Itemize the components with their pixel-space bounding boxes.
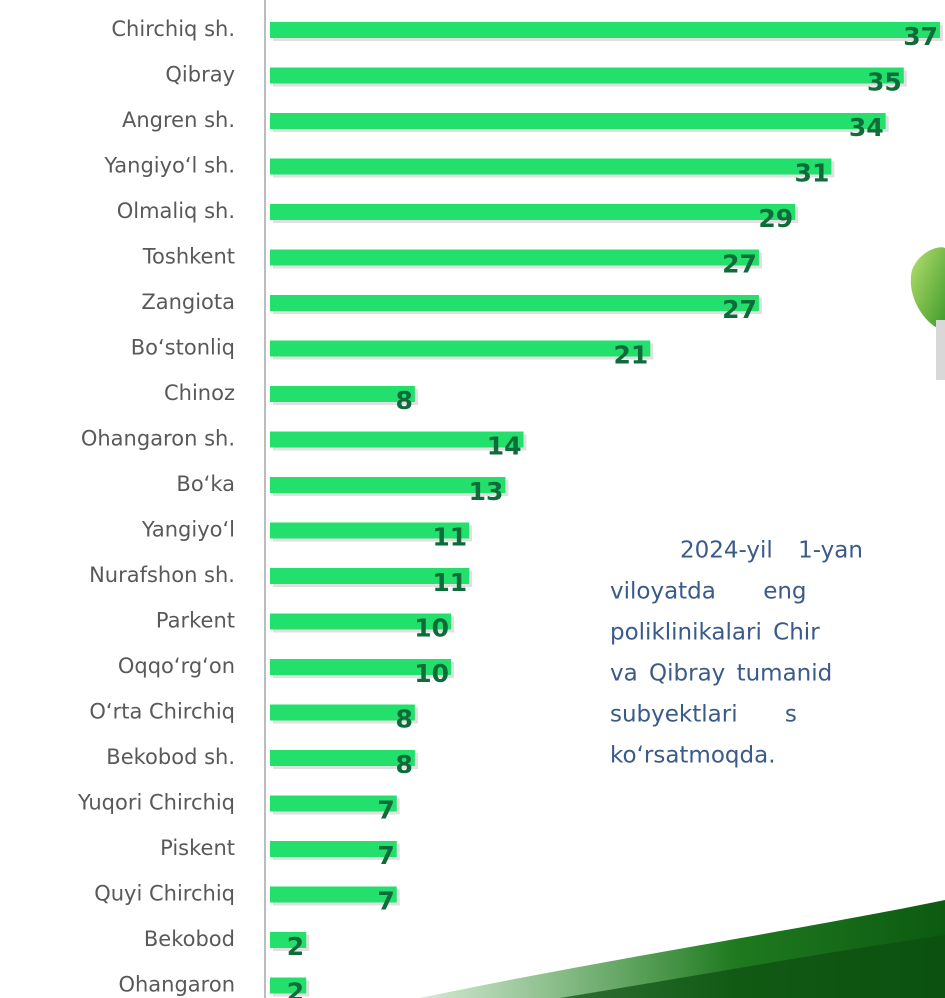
- category-label: Nurafshon sh.: [89, 563, 235, 587]
- category-label: Parkent: [156, 609, 235, 633]
- bar: [270, 613, 452, 630]
- annotation-line: va Qibray tumanid: [610, 661, 832, 687]
- category-label: Piskent: [160, 836, 235, 860]
- value-label: 2: [287, 978, 304, 998]
- value-label: 8: [395, 705, 412, 734]
- category-label: Angren sh.: [122, 108, 235, 132]
- annotation-line: poliklinikalari Chir: [610, 620, 820, 646]
- bar: [270, 340, 651, 357]
- bar: [270, 295, 759, 311]
- category-label: Zangiota: [141, 290, 235, 314]
- value-label: 13: [469, 477, 504, 506]
- category-label: Bo‘ka: [176, 472, 235, 496]
- decor-panel: [936, 320, 945, 380]
- category-label: Quyi Chirchiq: [94, 882, 235, 906]
- category-label: Chirchiq sh.: [111, 17, 235, 41]
- category-label: Ohangaron sh.: [81, 427, 235, 451]
- value-label: 10: [414, 659, 449, 688]
- annotation-line: subyektlari s: [610, 702, 797, 728]
- category-label: Oqqo‘rg‘on: [118, 654, 235, 678]
- bar: [270, 431, 524, 448]
- category-label: Chinoz: [164, 381, 235, 405]
- annotation-line: viloyatda eng: [610, 579, 807, 605]
- category-label: Olmaliq sh.: [117, 199, 235, 223]
- value-label: 35: [867, 68, 902, 97]
- annotation-line: ko‘rsatmoqda.: [610, 743, 776, 769]
- value-label: 29: [758, 204, 793, 233]
- bar: [270, 932, 307, 948]
- category-label: O‘rta Chirchiq: [89, 700, 235, 724]
- category-label: Bekobod sh.: [106, 745, 235, 769]
- value-label: 2: [287, 932, 304, 961]
- bar: [270, 841, 397, 857]
- bar: [270, 204, 796, 220]
- value-label: 21: [613, 341, 648, 370]
- bar: [270, 659, 452, 675]
- value-label: 11: [432, 523, 467, 552]
- value-label: 7: [377, 841, 394, 870]
- annotation-line: 2024-yil 1-yan: [680, 538, 863, 564]
- annotation: 2024-yil 1-yan viloyatda eng poliklinikala…: [610, 538, 863, 769]
- decor-swoosh-dark: [560, 935, 945, 998]
- value-label: 11: [432, 568, 467, 597]
- value-label: 7: [377, 887, 394, 916]
- bar: [270, 886, 397, 903]
- value-label: 10: [414, 614, 449, 643]
- category-label: Qibray: [165, 63, 235, 87]
- bar: [270, 386, 415, 402]
- value-label: 37: [903, 22, 938, 51]
- decor-leaf: [910, 247, 945, 330]
- value-label: 8: [395, 386, 412, 415]
- bar: [270, 249, 759, 266]
- bar: [270, 477, 506, 493]
- value-label: 7: [377, 796, 394, 825]
- bar: [270, 158, 832, 175]
- category-label: Bo‘stonliq: [131, 336, 235, 360]
- bar: [270, 568, 470, 584]
- value-label: 14: [487, 432, 522, 461]
- bar: [270, 977, 307, 994]
- value-label: 27: [722, 250, 757, 279]
- value-label: 31: [795, 159, 830, 188]
- bar: [270, 795, 397, 812]
- bar: [270, 67, 904, 84]
- value-label: 8: [395, 750, 412, 779]
- bar: [270, 704, 415, 721]
- category-label: Yangiyo‘l: [141, 518, 235, 542]
- category-label: Yuqori Chirchiq: [77, 791, 235, 815]
- category-label: Bekobod: [144, 927, 235, 951]
- bar: [270, 22, 940, 38]
- category-label: Ohangaron: [118, 973, 235, 997]
- category-label: Yangiyo‘l sh.: [103, 154, 235, 178]
- bar: [270, 750, 415, 766]
- bars: Chirchiq sh. 37 Qibray 35 Angren sh. 34 Yangiy…: [77, 17, 943, 998]
- category-label: Toshkent: [142, 245, 235, 269]
- bar: [270, 522, 470, 539]
- value-label: 27: [722, 295, 757, 324]
- bar: [270, 113, 886, 129]
- value-label: 34: [849, 113, 884, 142]
